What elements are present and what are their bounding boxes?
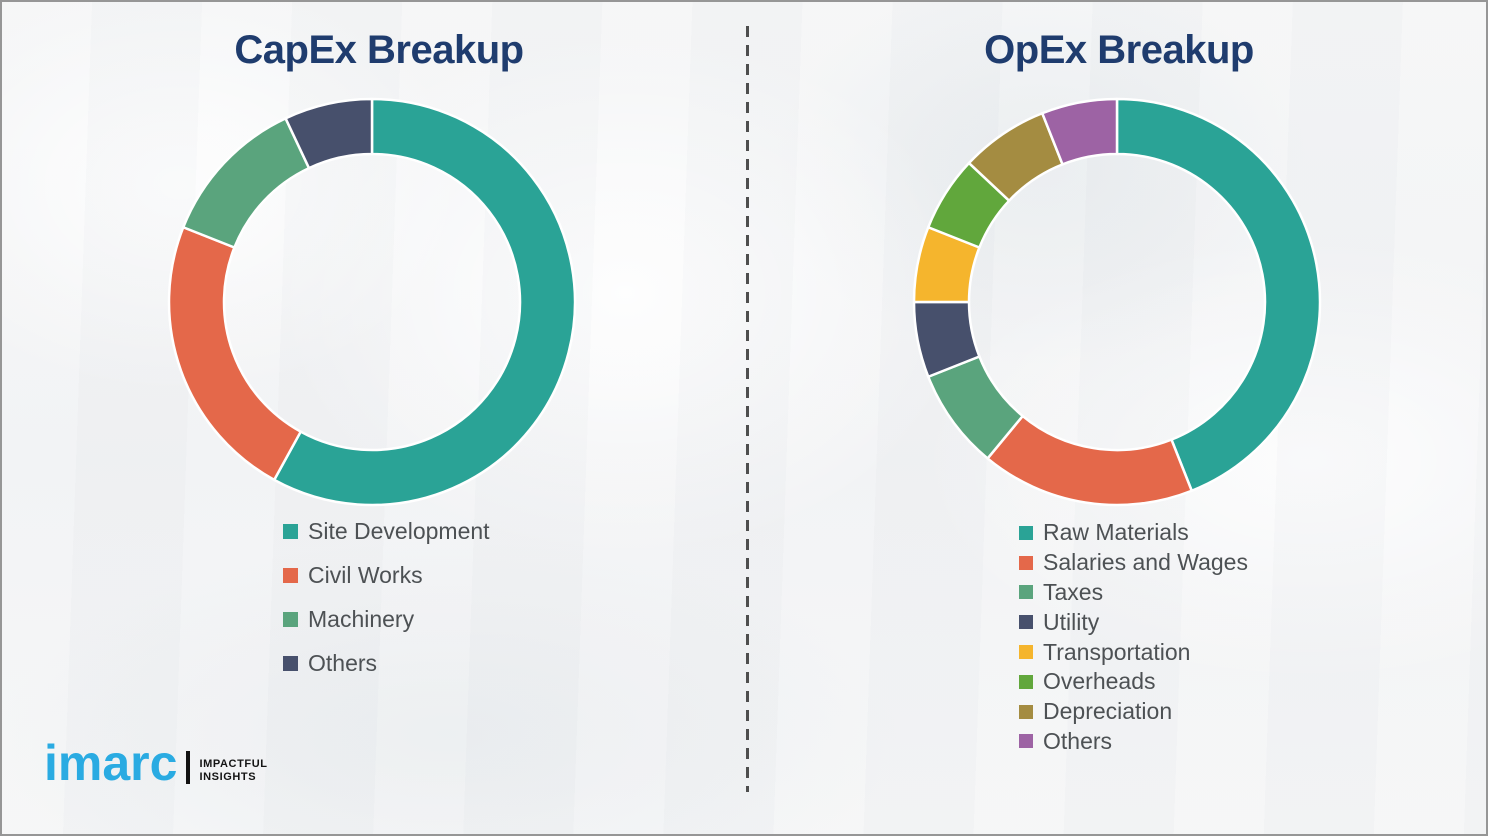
legend-swatch-icon (1019, 615, 1033, 630)
legend-label: Raw Materials (1043, 519, 1189, 546)
donut-segment-machinery (182, 117, 311, 249)
donut-segment-salaries-and-wages (986, 414, 1193, 507)
legend-label: Site Development (308, 517, 490, 544)
legend-swatch-icon (1019, 674, 1033, 689)
divider-dashed-line (746, 26, 749, 792)
imarc-logo-text: imarc (44, 735, 178, 791)
logo-separator-bar (186, 751, 191, 784)
legend-swatch-icon (283, 567, 298, 583)
legend-item-raw-materials: Raw Materials (1019, 518, 1248, 548)
capex-legend: Site Development Civil Works Machinery Othe… (283, 509, 490, 685)
legend-swatch-icon (283, 655, 298, 671)
legend-label: Transportation (1043, 638, 1191, 665)
legend-item-civil-works: Civil Works (283, 553, 490, 597)
logo-tagline: IMPACTFUL INSIGHTS (199, 758, 267, 784)
legend-item-machinery: Machinery (283, 597, 490, 641)
legend-swatch-icon (1019, 555, 1033, 570)
legend-item-depreciation: Depreciation (1019, 697, 1248, 727)
legend-item-others: Others (283, 641, 490, 685)
capex-chart-title: CapEx Breakup (234, 28, 524, 72)
legend-swatch-icon (283, 611, 298, 627)
legend-item-overheads: Overheads (1019, 667, 1248, 697)
logo-tagline-line1: IMPACTFUL (199, 757, 268, 770)
legend-swatch-icon (283, 523, 298, 539)
donut-segment-raw-materials (1115, 97, 1322, 492)
legend-swatch-icon (1019, 734, 1033, 749)
donut-segment-others (284, 97, 374, 170)
legend-label: Civil Works (308, 561, 423, 588)
legend-label: Taxes (1043, 578, 1104, 605)
legend-item-taxes: Taxes (1019, 578, 1248, 608)
legend-label: Others (308, 649, 378, 676)
opex-legend: Raw Materials Salaries and Wages Taxes Util… (1019, 518, 1248, 756)
legend-label: Machinery (308, 605, 415, 632)
legend-swatch-icon (1019, 585, 1033, 600)
legend-swatch-icon (1019, 704, 1033, 719)
legend-item-transportation: Transportation (1019, 637, 1248, 667)
imarc-logo: imarc IMPACTFUL INSIGHTS (44, 736, 268, 791)
legend-swatch-icon (1019, 525, 1033, 540)
legend-item-site-development: Site Development (283, 509, 490, 553)
capex-donut-chart (167, 97, 577, 507)
legend-label: Salaries and Wages (1043, 549, 1248, 576)
logo-tagline-line2: INSIGHTS (199, 770, 257, 783)
legend-label: Utility (1043, 608, 1100, 635)
legend-item-salaries-and-wages: Salaries and Wages (1019, 548, 1248, 578)
legend-swatch-icon (1019, 645, 1033, 660)
legend-label: Depreciation (1043, 698, 1173, 725)
legend-label: Overheads (1043, 668, 1156, 695)
opex-chart-title: OpEx Breakup (984, 28, 1254, 72)
legend-label: Others (1043, 727, 1113, 754)
donut-segment-site-development (272, 97, 577, 507)
donut-segment-others (1041, 97, 1119, 166)
donut-segment-civil-works (167, 226, 302, 482)
opex-donut-chart (912, 97, 1322, 507)
legend-item-others: Others (1019, 727, 1248, 757)
legend-item-utility: Utility (1019, 607, 1248, 637)
